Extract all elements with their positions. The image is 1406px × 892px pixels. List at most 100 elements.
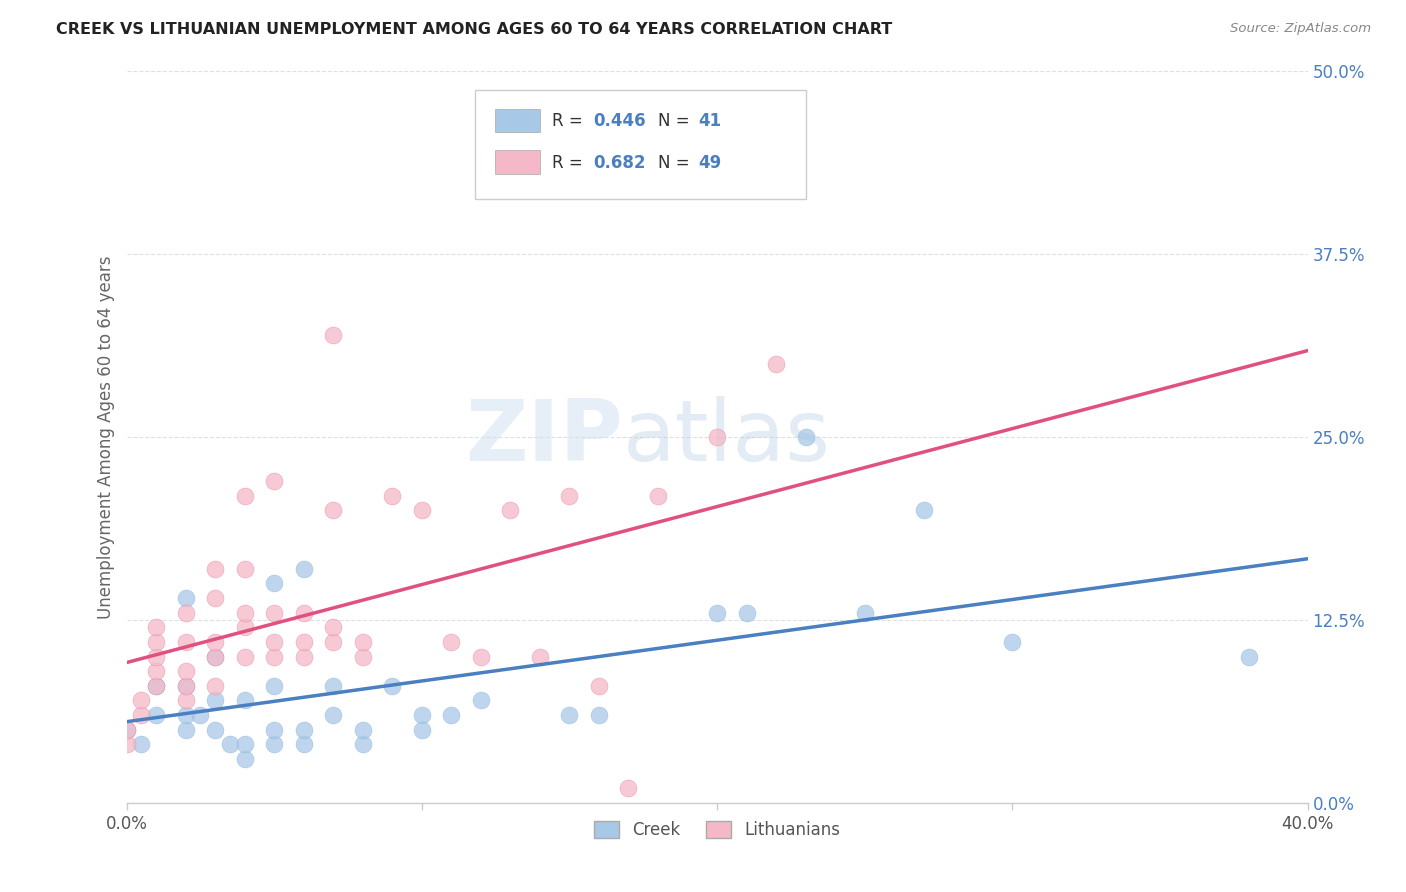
Text: N =: N =: [658, 112, 695, 130]
Point: [499, 503, 522, 517]
Point: [129, 708, 153, 723]
Text: R =: R =: [551, 153, 588, 172]
Point: [853, 606, 876, 620]
Point: [174, 606, 197, 620]
Point: [233, 693, 256, 707]
Point: [411, 708, 433, 723]
Point: [233, 606, 256, 620]
Point: [588, 679, 610, 693]
Point: [233, 752, 256, 766]
Text: ZIP: ZIP: [465, 395, 623, 479]
Point: [145, 679, 167, 693]
Point: [470, 649, 492, 664]
Point: [322, 327, 344, 342]
Point: [115, 737, 138, 751]
Point: [145, 679, 167, 693]
Point: [204, 562, 226, 576]
Point: [204, 723, 226, 737]
Point: [263, 576, 285, 591]
Point: [263, 737, 285, 751]
Point: [440, 635, 463, 649]
Point: [706, 606, 728, 620]
Point: [233, 489, 256, 503]
Text: 0.446: 0.446: [593, 112, 645, 130]
Y-axis label: Unemployment Among Ages 60 to 64 years: Unemployment Among Ages 60 to 64 years: [97, 255, 115, 619]
Point: [706, 430, 728, 444]
Point: [322, 620, 344, 634]
Point: [129, 737, 153, 751]
Point: [381, 489, 404, 503]
Point: [188, 708, 212, 723]
Point: [352, 737, 374, 751]
Point: [292, 649, 315, 664]
FancyBboxPatch shape: [495, 109, 540, 132]
Point: [470, 693, 492, 707]
Text: atlas: atlas: [623, 395, 831, 479]
Point: [204, 635, 226, 649]
Point: [204, 693, 226, 707]
Point: [529, 649, 551, 664]
Point: [322, 708, 344, 723]
Point: [204, 591, 226, 605]
Point: [352, 723, 374, 737]
Point: [322, 503, 344, 517]
Text: 49: 49: [699, 153, 721, 172]
Point: [204, 649, 226, 664]
Point: [558, 708, 581, 723]
Point: [115, 723, 138, 737]
Point: [233, 737, 256, 751]
Point: [174, 708, 197, 723]
Point: [292, 562, 315, 576]
Point: [129, 693, 153, 707]
Point: [145, 708, 167, 723]
Point: [233, 562, 256, 576]
Point: [411, 723, 433, 737]
FancyBboxPatch shape: [475, 90, 806, 200]
Point: [735, 606, 758, 620]
Point: [352, 649, 374, 664]
Text: R =: R =: [551, 112, 588, 130]
Point: [292, 723, 315, 737]
Point: [115, 723, 138, 737]
Point: [174, 664, 197, 678]
Point: [292, 737, 315, 751]
Point: [381, 679, 404, 693]
Point: [145, 620, 167, 634]
Point: [263, 635, 285, 649]
Point: [558, 489, 581, 503]
Point: [233, 620, 256, 634]
Point: [174, 635, 197, 649]
Point: [174, 693, 197, 707]
Point: [174, 679, 197, 693]
Point: [263, 649, 285, 664]
Point: [219, 737, 242, 751]
Point: [588, 708, 610, 723]
Text: 0.682: 0.682: [593, 153, 645, 172]
Point: [263, 474, 285, 488]
Point: [647, 489, 669, 503]
Text: 41: 41: [699, 112, 721, 130]
Point: [617, 781, 640, 796]
Point: [263, 679, 285, 693]
Point: [1237, 649, 1260, 664]
Point: [352, 635, 374, 649]
Text: CREEK VS LITHUANIAN UNEMPLOYMENT AMONG AGES 60 TO 64 YEARS CORRELATION CHART: CREEK VS LITHUANIAN UNEMPLOYMENT AMONG A…: [56, 22, 893, 37]
Legend: Creek, Lithuanians: Creek, Lithuanians: [588, 814, 846, 846]
Point: [145, 664, 167, 678]
Point: [263, 723, 285, 737]
Point: [145, 635, 167, 649]
Point: [765, 357, 787, 371]
Point: [322, 635, 344, 649]
Point: [912, 503, 935, 517]
Point: [322, 679, 344, 693]
Point: [204, 649, 226, 664]
Point: [440, 708, 463, 723]
Point: [411, 503, 433, 517]
Point: [292, 635, 315, 649]
Point: [174, 679, 197, 693]
Point: [233, 649, 256, 664]
Point: [263, 606, 285, 620]
Text: Source: ZipAtlas.com: Source: ZipAtlas.com: [1230, 22, 1371, 36]
Point: [794, 430, 817, 444]
Point: [174, 723, 197, 737]
